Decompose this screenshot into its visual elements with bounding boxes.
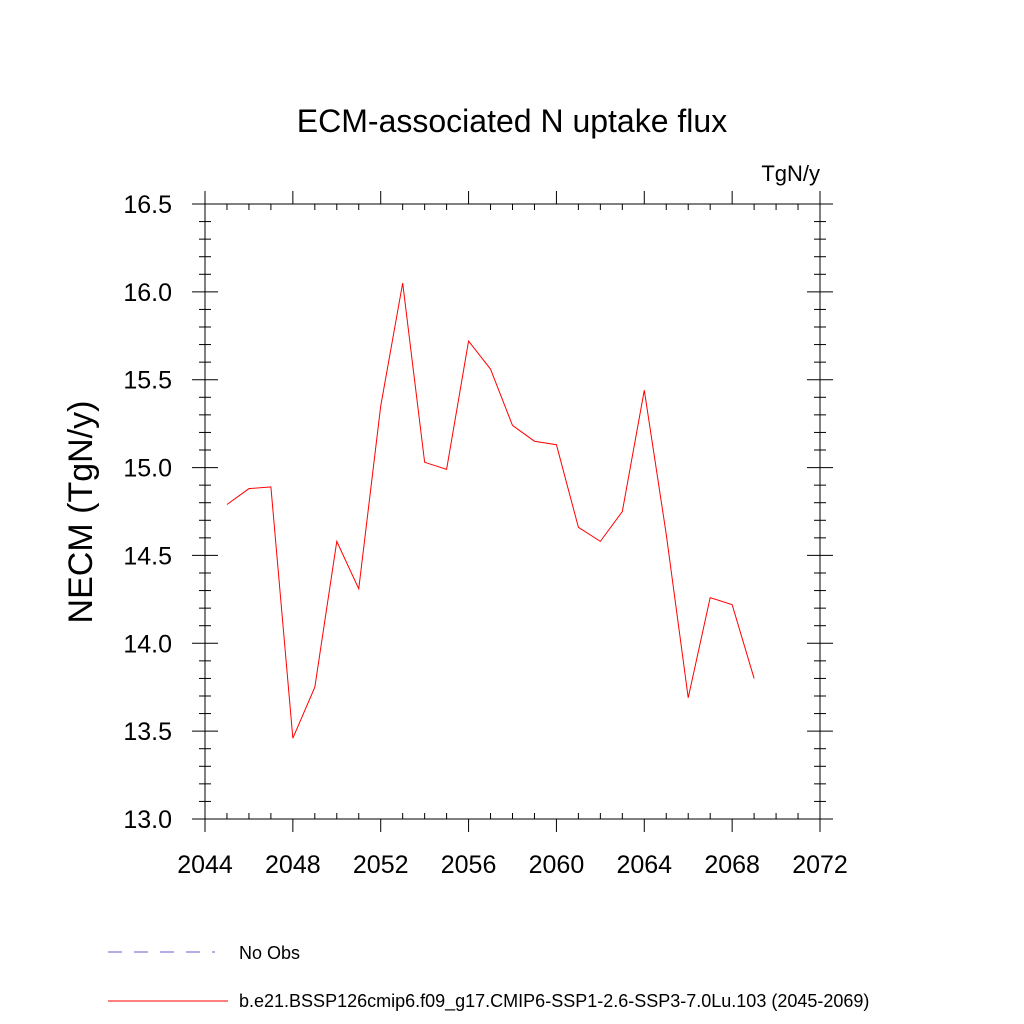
legend: No Obs b.e21.BSSP126cmip6.f09_g17.CMIP6-… bbox=[108, 943, 869, 1012]
y-tick-label: 15.0 bbox=[123, 455, 172, 483]
y-tick-label: 14.5 bbox=[123, 542, 172, 570]
series-line bbox=[226, 282, 755, 739]
x-tick-label: 2072 bbox=[792, 851, 848, 879]
y-tick-label: 14.0 bbox=[123, 630, 172, 658]
units-label: TgN/y bbox=[761, 161, 820, 186]
y-tick-label: 13.0 bbox=[123, 806, 172, 834]
plot-frame bbox=[204, 203, 821, 820]
y-tick-label: 13.5 bbox=[123, 718, 172, 746]
x-tick-label: 2052 bbox=[353, 851, 409, 879]
chart-title: ECM-associated N uptake flux bbox=[297, 103, 727, 139]
series-lines bbox=[226, 282, 755, 739]
legend-label-no-obs: No Obs bbox=[239, 943, 300, 963]
legend-label-model: b.e21.BSSP126cmip6.f09_g17.CMIP6-SSP1-2.… bbox=[239, 991, 869, 1012]
y-tick-label: 16.5 bbox=[123, 191, 172, 219]
x-tick-label: 2064 bbox=[616, 851, 672, 879]
x-tick-label: 2044 bbox=[177, 851, 233, 879]
x-tick-label: 2060 bbox=[529, 851, 585, 879]
x-tick-label: 2056 bbox=[441, 851, 497, 879]
axis-ticks bbox=[192, 191, 833, 832]
y-tick-label: 15.5 bbox=[123, 367, 172, 395]
x-tick-label: 2048 bbox=[265, 851, 321, 879]
y-tick-label: 16.0 bbox=[123, 279, 172, 307]
tick-labels: 2044 2048 2052 2056 2060 2064 2068 2072 13.0 13.5… bbox=[123, 191, 847, 879]
y-axis-label: NECM (TgN/y) bbox=[62, 401, 100, 624]
x-tick-label: 2068 bbox=[704, 851, 760, 879]
